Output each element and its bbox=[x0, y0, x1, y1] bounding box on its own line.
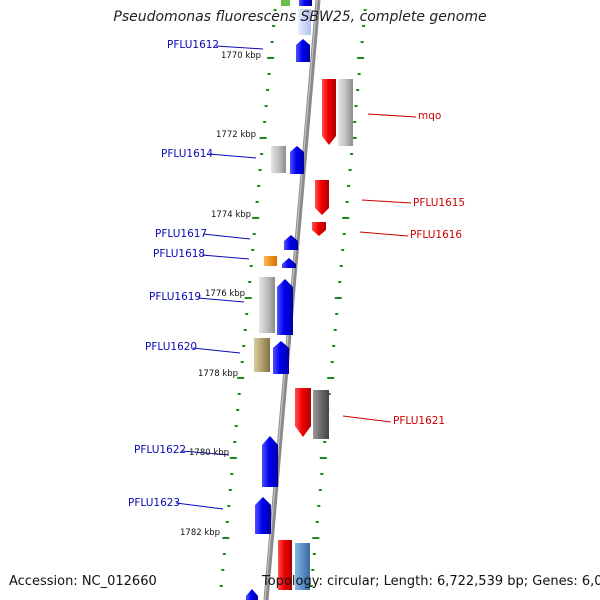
gene-arrow-pflu1616 bbox=[312, 222, 326, 236]
gene-label-pflu1621[interactable]: PFLU1621 bbox=[393, 415, 445, 427]
gene-arrow-pflu1614 bbox=[290, 146, 304, 174]
gene-feature-top-blue bbox=[299, 0, 312, 6]
gene-label-pflu1612[interactable]: PFLU1612 bbox=[167, 39, 219, 51]
gene-feature-top-lightblue bbox=[298, 9, 311, 35]
gene-arrow-mqo bbox=[322, 79, 336, 145]
gene-block-pflu1619-gray bbox=[259, 277, 275, 333]
gene-block-pflu1614-gray bbox=[271, 146, 286, 173]
accession-text: Accession: NC_012660 bbox=[9, 574, 157, 589]
gene-label-pflu1617[interactable]: PFLU1617 bbox=[155, 228, 207, 240]
gene-arrow-pflu1612 bbox=[296, 39, 310, 62]
gene-labels-left: PFLU1612 PFLU1614 PFLU1617 PFLU1618 PFLU… bbox=[128, 39, 219, 509]
gene-features bbox=[246, 0, 353, 600]
gene-label-mqo[interactable]: mqo bbox=[418, 110, 441, 122]
gene-block-pflu1618-orange bbox=[264, 256, 277, 266]
gene-label-pflu1622[interactable]: PFLU1622 bbox=[134, 444, 186, 456]
gene-feature-top-green bbox=[281, 0, 290, 6]
topology-text: Topology: circular; Length: 6,722,539 bp… bbox=[262, 574, 600, 589]
gene-arrow-pflu1615 bbox=[315, 180, 329, 215]
gene-arrow-pflu1622 bbox=[262, 436, 278, 487]
scale-label: 1782 kbp bbox=[180, 528, 220, 538]
gene-arrow-pflu1621 bbox=[295, 388, 311, 437]
gene-label-pflu1619[interactable]: PFLU1619 bbox=[149, 291, 201, 303]
gene-arrow-pflu1619 bbox=[277, 279, 293, 335]
scale-label: 1774 kbp bbox=[211, 210, 251, 220]
leader-lines-left bbox=[175, 45, 264, 510]
gene-arrow-pflu1623 bbox=[255, 497, 271, 534]
leader-lines-right bbox=[342, 113, 417, 423]
scale-labels: 1770 kbp 1772 kbp 1774 kbp 1776 kbp 1778… bbox=[180, 51, 261, 538]
scale-label: 1776 kbp bbox=[205, 289, 245, 299]
scale-label: 1780 kbp bbox=[189, 448, 229, 458]
gene-label-pflu1615[interactable]: PFLU1615 bbox=[413, 197, 465, 209]
scale-label: 1778 kbp bbox=[198, 369, 238, 379]
gene-label-pflu1618[interactable]: PFLU1618 bbox=[153, 248, 205, 260]
gene-block-bottom-steel bbox=[295, 543, 310, 590]
scale-label: 1772 kbp bbox=[216, 130, 256, 140]
gene-label-pflu1623[interactable]: PFLU1623 bbox=[128, 497, 180, 509]
scale-ticks bbox=[219, 9, 367, 587]
gene-labels-right: mqo PFLU1615 PFLU1616 PFLU1621 bbox=[393, 110, 465, 427]
gene-arrow-bottom-blue bbox=[246, 589, 258, 600]
gene-block-pflu1620-olive bbox=[254, 338, 270, 372]
gene-block-pflu1621-dark bbox=[313, 390, 329, 439]
gene-label-pflu1620[interactable]: PFLU1620 bbox=[145, 341, 197, 353]
gene-arrow-pflu1617 bbox=[284, 235, 298, 250]
gene-block-mqo-neighbor bbox=[338, 79, 353, 146]
genome-title: Pseudomonas fluorescens SBW25, complete … bbox=[113, 9, 487, 25]
gene-label-pflu1614[interactable]: PFLU1614 bbox=[161, 148, 213, 160]
scale-label: 1770 kbp bbox=[221, 51, 261, 61]
gene-label-pflu1616[interactable]: PFLU1616 bbox=[410, 229, 462, 241]
gene-arrow-pflu1618 bbox=[282, 258, 296, 268]
gene-arrow-pflu1620 bbox=[273, 341, 289, 374]
gene-arrow-bottom-red bbox=[278, 540, 292, 590]
